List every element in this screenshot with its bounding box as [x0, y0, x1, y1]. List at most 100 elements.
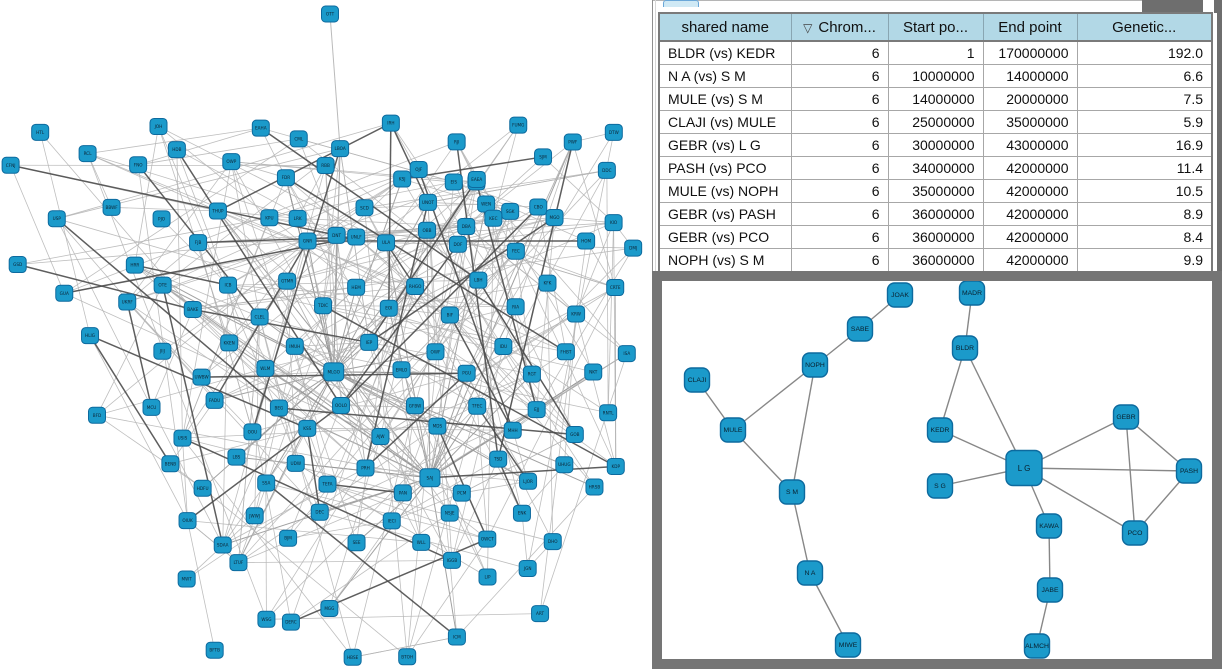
network-edge[interactable] [1125, 416, 1136, 534]
column-header-4[interactable]: Genetic... [1076, 12, 1213, 42]
overview-node[interactable] [161, 455, 180, 473]
overview-node[interactable] [489, 450, 508, 468]
overview-node[interactable] [512, 504, 531, 522]
overview-node[interactable] [604, 123, 623, 141]
overview-node[interactable] [310, 503, 329, 521]
overview-node[interactable] [205, 391, 224, 409]
overview-node[interactable] [229, 554, 248, 572]
overview-node[interactable] [527, 401, 546, 419]
detail-node-L-G[interactable] [1005, 449, 1043, 487]
overview-node[interactable] [1, 156, 20, 174]
overview-node[interactable] [469, 271, 488, 289]
overview-node[interactable] [285, 337, 304, 355]
overview-node[interactable] [213, 536, 232, 554]
overview-node[interactable] [534, 148, 553, 166]
overview-node[interactable] [347, 278, 366, 296]
overview-node[interactable] [452, 484, 471, 502]
overview-node[interactable] [599, 404, 618, 422]
table-row[interactable]: MULE (vs) NOPH 6 35000000 42000000 10.5 [658, 179, 1213, 203]
overview-node[interactable] [356, 459, 375, 477]
column-header-0[interactable]: shared name [658, 12, 792, 42]
overview-node[interactable] [529, 198, 548, 216]
overview-node[interactable] [478, 530, 497, 548]
overview-node[interactable] [556, 343, 575, 361]
column-header-1[interactable]: ▽ Chrom... [790, 12, 889, 42]
overview-node[interactable] [478, 568, 497, 586]
overview-node[interactable] [440, 306, 459, 324]
table-row[interactable]: MULE (vs) S M 6 14000000 20000000 7.5 [658, 87, 1213, 111]
overview-node[interactable] [606, 457, 625, 475]
overview-node[interactable] [219, 276, 238, 294]
overview-node[interactable] [393, 484, 412, 502]
detail-node-KEDR[interactable] [926, 417, 954, 443]
overview-node[interactable] [448, 235, 467, 253]
overview-node[interactable] [8, 256, 27, 274]
overview-node[interactable] [87, 406, 106, 424]
overview-node[interactable] [314, 297, 333, 315]
overview-node[interactable] [47, 210, 66, 228]
overview-node[interactable] [418, 221, 437, 239]
overview-node[interactable] [522, 365, 541, 383]
overview-node[interactable] [149, 117, 168, 135]
table-row[interactable]: GEBR (vs) L G 6 30000000 43000000 16.9 [658, 133, 1213, 157]
overview-node[interactable] [102, 198, 121, 216]
overview-node[interactable] [323, 362, 345, 382]
overview-node[interactable] [343, 648, 362, 666]
overview-node[interactable] [250, 308, 269, 326]
overview-node[interactable] [503, 421, 522, 439]
detail-node-PASH[interactable] [1175, 458, 1203, 484]
detail-node-NOPH[interactable] [801, 352, 829, 378]
overview-node[interactable] [278, 272, 297, 290]
overview-node[interactable] [245, 507, 264, 525]
overview-node[interactable] [428, 417, 447, 435]
overview-node[interactable] [276, 169, 295, 187]
overview-node[interactable] [321, 5, 339, 23]
table-row[interactable]: N A (vs) S M 6 10000000 14000000 6.6 [658, 64, 1213, 88]
overview-node[interactable] [406, 277, 425, 295]
detail-node-S-G[interactable] [926, 473, 954, 499]
network-edge[interactable] [939, 347, 966, 431]
overview-node[interactable] [173, 429, 192, 447]
overview-node[interactable] [118, 293, 137, 311]
overview-node[interactable] [545, 209, 564, 227]
overview-node[interactable] [447, 628, 466, 646]
overview-node[interactable] [606, 279, 625, 297]
detail-node-MIWE[interactable] [834, 632, 862, 658]
overview-node[interactable] [327, 226, 346, 244]
overview-node[interactable] [484, 209, 503, 227]
overview-node[interactable] [331, 140, 350, 158]
overview-node[interactable] [624, 239, 643, 257]
overview-node[interactable] [347, 228, 366, 246]
overview-node[interactable] [183, 300, 202, 318]
overview-node[interactable] [382, 512, 401, 530]
table-row[interactable]: NOPH (vs) S M 6 36000000 42000000 9.9 [658, 248, 1213, 273]
overview-node[interactable] [355, 199, 374, 217]
scrollbar-track[interactable] [1203, 0, 1214, 13]
detail-node-PCO[interactable] [1121, 520, 1149, 546]
overview-node[interactable] [468, 397, 487, 415]
table-row[interactable]: PASH (vs) PCO 6 34000000 42000000 11.4 [658, 156, 1213, 180]
overview-node[interactable] [192, 368, 211, 386]
overview-node[interactable] [617, 345, 636, 363]
network-edge[interactable] [1023, 467, 1190, 472]
column-header-3[interactable]: End point [982, 12, 1078, 42]
detail-node-KAWA[interactable] [1035, 513, 1063, 539]
overview-node[interactable] [577, 232, 596, 250]
overview-node[interactable] [584, 363, 603, 381]
overview-node[interactable] [257, 474, 276, 492]
overview-node[interactable] [129, 156, 148, 174]
overview-node[interactable] [257, 610, 276, 628]
overview-node[interactable] [538, 274, 557, 292]
detail-node-S-M[interactable] [778, 479, 806, 505]
panel-tab-fragment[interactable] [663, 0, 699, 7]
overview-node[interactable] [220, 334, 239, 352]
network-edge[interactable] [791, 491, 811, 574]
overview-node[interactable] [281, 613, 300, 631]
overview-node[interactable] [543, 533, 562, 551]
overview-node[interactable] [494, 337, 513, 355]
table-row[interactable]: CLAJI (vs) MULE 6 25000000 35000000 5.9 [658, 110, 1213, 134]
overview-node[interactable] [332, 396, 351, 414]
overview-node[interactable] [316, 157, 335, 175]
overview-node[interactable] [379, 299, 398, 317]
overview-node[interactable] [260, 209, 279, 227]
